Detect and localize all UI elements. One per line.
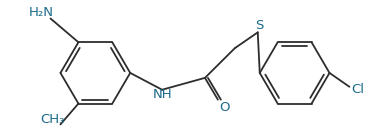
Text: CH₃: CH₃ — [40, 113, 65, 126]
Text: H₂N: H₂N — [28, 6, 54, 19]
Text: Cl: Cl — [352, 83, 364, 96]
Text: S: S — [256, 19, 264, 32]
Text: O: O — [220, 101, 230, 114]
Text: NH: NH — [152, 88, 172, 101]
